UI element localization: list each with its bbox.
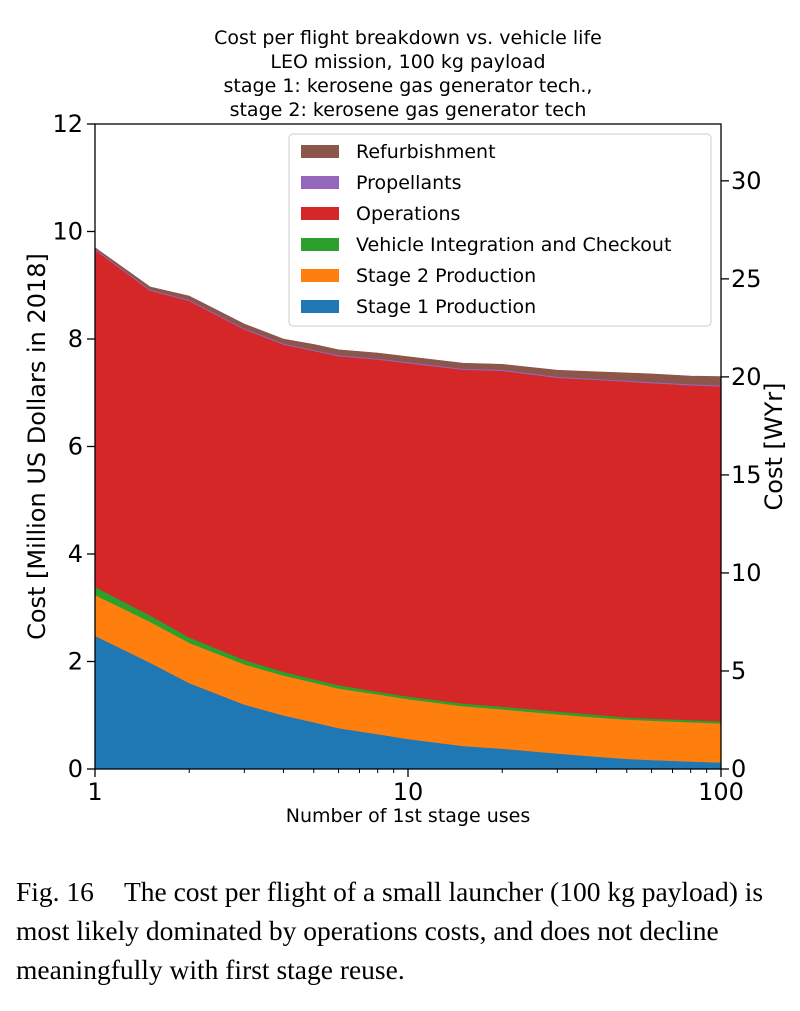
legend-swatch (301, 269, 339, 282)
y-axis-left: 0 2 4 6 8 10 12 (52, 110, 95, 783)
y-tick-label: 0 (68, 755, 83, 783)
legend-label: Stage 2 Production (356, 265, 536, 287)
legend-label: Refurbishment (356, 141, 496, 163)
y-tick-label: 2 (68, 648, 83, 676)
legend-swatch (301, 145, 339, 158)
y-tick-label: 12 (52, 110, 83, 138)
legend-label: Stage 1 Production (356, 296, 536, 318)
legend-swatch (301, 207, 339, 220)
chart-title: Cost per flight breakdown vs. vehicle li… (214, 27, 602, 121)
y2-axis-label: Cost [WYr] (760, 383, 788, 511)
x-axis-label: Number of 1st stage uses (286, 805, 531, 827)
x-tick-label: 10 (393, 778, 424, 806)
y2-tick-label: 15 (731, 461, 762, 489)
legend-label: Operations (356, 203, 460, 225)
legend-swatch (301, 300, 339, 313)
caption-text: The cost per flight of a small launcher … (16, 876, 764, 985)
y-axis-right: 0 5 10 15 20 25 30 (721, 167, 762, 783)
legend-swatch (301, 238, 339, 251)
y2-tick-label: 20 (731, 363, 762, 391)
chart-title-line: LEO mission, 100 kg payload (270, 51, 545, 73)
y-tick-label: 10 (52, 218, 83, 246)
figure-caption: Fig. 16 The cost per flight of a small la… (16, 872, 788, 989)
y2-tick-label: 25 (731, 265, 762, 293)
y-tick-label: 4 (68, 540, 83, 568)
x-tick-label: 100 (698, 778, 744, 806)
x-tick-label: 1 (87, 778, 102, 806)
y-axis-label: Cost [Million US Dollars in 2018] (23, 253, 51, 640)
legend-swatch (301, 176, 339, 189)
chart-title-line: stage 2: kerosene gas generator tech (230, 99, 587, 121)
chart-title-line: stage 1: kerosene gas generator tech., (224, 75, 593, 97)
chart-figure: Cost per flight breakdown vs. vehicle li… (23, 27, 788, 827)
legend: Refurbishment Propellants Operations Vehicl… (288, 133, 712, 327)
legend-label: Vehicle Integration and Checkout (356, 234, 671, 256)
caption-label: Fig. 16 (16, 876, 94, 907)
legend-label: Propellants (356, 172, 461, 194)
y2-tick-label: 5 (731, 657, 746, 685)
legend-box (288, 133, 712, 327)
y-tick-label: 8 (68, 325, 83, 353)
y2-tick-label: 0 (731, 755, 746, 783)
y-tick-label: 6 (68, 433, 83, 461)
y2-tick-label: 10 (731, 559, 762, 587)
x-axis: 1 10 100 (87, 769, 744, 806)
y2-tick-label: 30 (731, 167, 762, 195)
chart-title-line: Cost per flight breakdown vs. vehicle li… (214, 27, 602, 49)
